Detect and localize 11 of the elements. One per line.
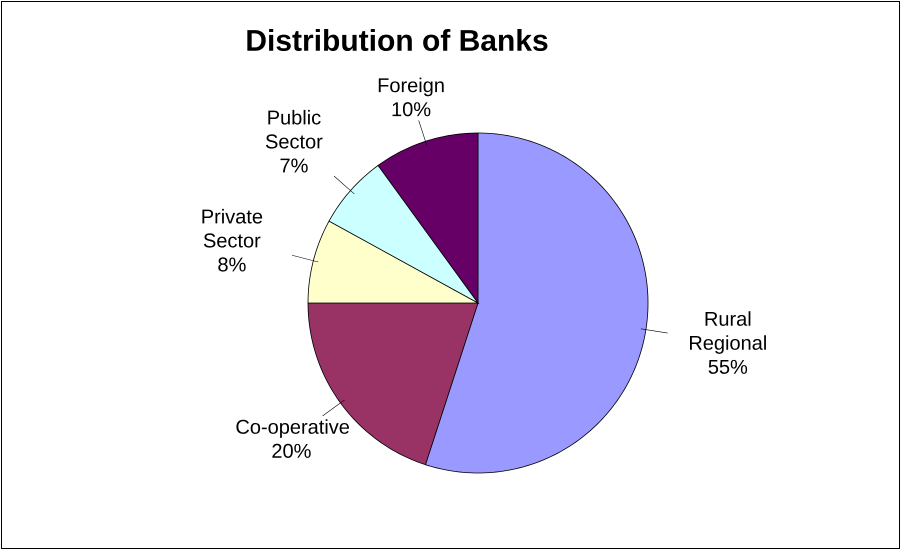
data-label: 8% bbox=[218, 257, 246, 272]
data-label: 55% bbox=[708, 360, 748, 374]
chart-title: Distribution of Banks bbox=[247, 28, 548, 52]
slice-label: Foreign bbox=[378, 78, 444, 96]
slice-label: Rural Regional bbox=[690, 311, 766, 354]
slice-label: Private Sector bbox=[202, 208, 262, 248]
data-label: 10% bbox=[392, 102, 430, 116]
data-label: 20% bbox=[272, 444, 311, 458]
slice-label: Public Sector bbox=[266, 110, 323, 149]
slice-label: Co-operative bbox=[236, 419, 349, 438]
data-label: 7% bbox=[280, 158, 308, 172]
